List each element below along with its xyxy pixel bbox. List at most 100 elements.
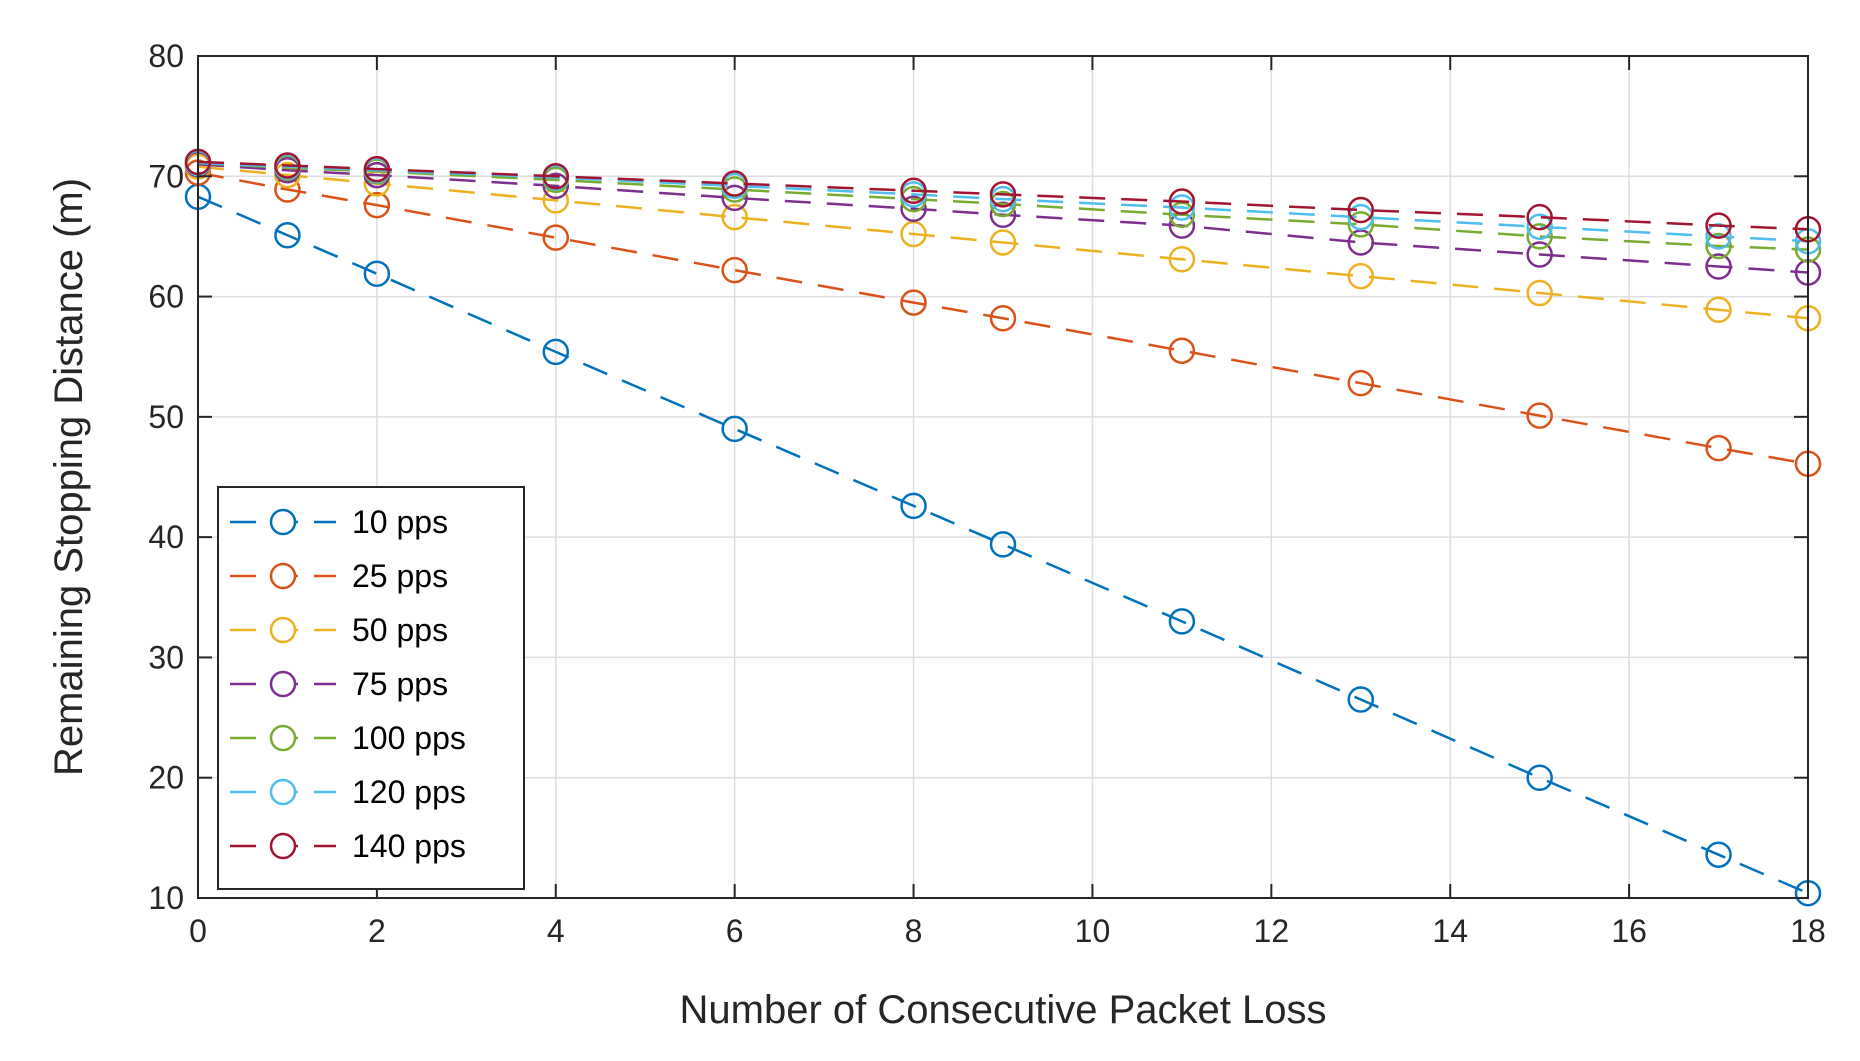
data-point xyxy=(1705,841,1732,868)
data-point xyxy=(721,170,748,197)
data-point xyxy=(721,415,748,443)
data-point xyxy=(1168,194,1196,221)
legend: 10 pps 25 pps 50 pps 75 pps 100 pps 120 pps 14… xyxy=(217,486,525,890)
legend-marker xyxy=(269,832,297,860)
x-tick-label: 0 xyxy=(189,913,207,949)
data-point xyxy=(1347,211,1375,238)
x-tick-label: 10 xyxy=(1075,913,1111,949)
legend-label: 140 pps xyxy=(352,828,466,864)
legend-item: 140 pps xyxy=(230,828,466,864)
series-line xyxy=(197,160,1809,231)
data-point xyxy=(1347,196,1375,224)
x-tick-label: 2 xyxy=(368,913,386,949)
y-tick-label: 30 xyxy=(148,639,184,675)
data-point xyxy=(363,191,391,219)
series-line xyxy=(197,163,1809,274)
plot-frame xyxy=(197,55,1809,899)
data-point xyxy=(363,155,391,183)
y-tick-label: 20 xyxy=(148,760,184,796)
data-point xyxy=(1168,188,1196,215)
data-point xyxy=(900,289,927,316)
data-point xyxy=(1705,212,1732,239)
data-point xyxy=(1526,279,1553,307)
data-point xyxy=(989,181,1017,208)
legend-item: 10 pps xyxy=(230,504,448,540)
data-point xyxy=(721,256,748,284)
legend-marker xyxy=(269,778,297,806)
data-point xyxy=(542,224,570,251)
data-point xyxy=(1526,402,1553,429)
x-tick-label: 4 xyxy=(547,913,565,949)
data-point xyxy=(1705,296,1732,324)
data-point xyxy=(900,195,927,223)
data-point xyxy=(900,220,927,248)
data-point xyxy=(542,338,570,366)
data-point xyxy=(1526,213,1553,241)
data-point xyxy=(1347,229,1375,256)
data-point xyxy=(1705,232,1732,260)
data-point xyxy=(274,152,301,179)
data-point xyxy=(1705,434,1732,462)
legend-marker xyxy=(269,670,297,698)
data-point xyxy=(721,203,748,231)
series-line xyxy=(197,161,1809,251)
y-tick-label: 70 xyxy=(148,158,184,194)
data-point xyxy=(989,304,1017,332)
x-tick-label: 8 xyxy=(905,913,923,949)
legend-label: 100 pps xyxy=(352,720,466,756)
data-point xyxy=(363,260,391,287)
data-point xyxy=(1526,223,1553,250)
data-point xyxy=(1347,262,1375,290)
legend-marker xyxy=(269,508,297,536)
x-tick-label: 16 xyxy=(1611,913,1647,949)
data-point xyxy=(1526,241,1553,268)
legend-box xyxy=(217,486,525,890)
data-point xyxy=(542,163,570,190)
x-tick-label: 14 xyxy=(1432,913,1468,949)
series-line xyxy=(197,195,1809,895)
legend-label: 120 pps xyxy=(352,774,466,810)
legend-item: 50 pps xyxy=(230,612,448,648)
data-point xyxy=(1168,337,1196,364)
series-line xyxy=(197,161,1809,243)
series-line xyxy=(197,165,1809,320)
legend-label: 10 pps xyxy=(352,504,448,540)
data-point xyxy=(989,531,1017,558)
x-tick-label: 12 xyxy=(1254,913,1290,949)
legend-label: 75 pps xyxy=(352,666,448,702)
data-point xyxy=(1347,203,1375,231)
legend-item: 120 pps xyxy=(230,774,466,810)
data-point xyxy=(1168,246,1196,273)
data-point xyxy=(1526,764,1553,791)
legend-label: 50 pps xyxy=(352,612,448,648)
series-10-pps xyxy=(184,183,1822,907)
legend-marker xyxy=(269,616,297,644)
x-tick-label: 18 xyxy=(1790,913,1826,949)
y-tick-label: 80 xyxy=(148,38,184,74)
data-point xyxy=(721,184,748,212)
data-point xyxy=(989,229,1017,256)
data-point xyxy=(1347,369,1375,397)
data-point xyxy=(542,172,570,200)
series-50-pps xyxy=(184,153,1822,332)
y-tick-label: 10 xyxy=(148,880,184,916)
data-point xyxy=(1705,253,1732,280)
x-tick-label: 6 xyxy=(726,913,744,949)
data-point xyxy=(900,492,927,520)
data-point xyxy=(900,177,927,204)
data-point xyxy=(1168,608,1196,635)
y-axis-title: Remaining Stopping Distance (m) xyxy=(47,178,91,776)
data-point xyxy=(1347,686,1375,713)
legend-label: 25 pps xyxy=(352,558,448,594)
y-tick-label: 60 xyxy=(148,279,184,315)
legend-item: 75 pps xyxy=(230,666,448,702)
y-tick-label: 50 xyxy=(148,399,184,435)
data-point xyxy=(274,221,301,249)
data-point xyxy=(1526,203,1553,231)
series-25-pps xyxy=(184,159,1822,478)
x-axis-title: Number of Consecutive Packet Loss xyxy=(680,988,1327,1032)
legend-item: 25 pps xyxy=(230,558,448,594)
y-tick-label: 40 xyxy=(148,519,184,555)
series-group xyxy=(184,148,1822,907)
